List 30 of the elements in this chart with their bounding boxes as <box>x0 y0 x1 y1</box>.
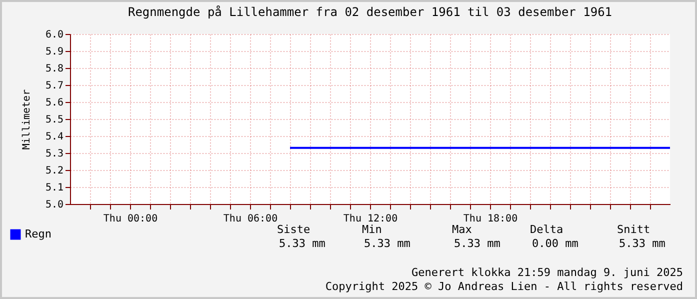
text: Delta <box>530 223 564 236</box>
text: 5.33 mm <box>454 237 500 250</box>
y-tick-label: 5.4 <box>45 132 64 142</box>
legend-label: Regn <box>25 228 52 240</box>
y-tick-label: 5.6 <box>45 98 64 108</box>
y-tick-label: 5.7 <box>45 80 64 92</box>
text: 5.33 mm <box>364 237 410 250</box>
x-tick-label: Thu 18:00 <box>463 214 518 224</box>
chart-title: Regnmengde på Lillehammer fra 02 desember 1961 til 03 desember 1961 <box>128 5 612 19</box>
text: Max <box>452 223 472 236</box>
y-tick-label: 5.1 <box>45 182 64 194</box>
text: Min <box>362 223 382 236</box>
text: Siste <box>277 223 310 236</box>
y-tick-label: 5.5 <box>45 114 64 126</box>
x-tick-label: Thu 00:00 <box>103 214 158 224</box>
text: Generert klokka 21:59 mandag 9. juni 2025 <box>411 266 683 279</box>
y-tick-label: 5.9 <box>45 46 64 58</box>
text: 5.33 mm <box>279 237 326 250</box>
y-axis-title: Millimeter <box>21 89 32 150</box>
y-tick-label: 5.2 <box>45 166 64 176</box>
y-tick-label: 6.0 <box>45 30 64 40</box>
y-tick-label: 5.8 <box>45 64 64 74</box>
y-tick-label: 5.0 <box>45 200 64 210</box>
x-tick-label: Thu 12:00 <box>343 214 398 224</box>
x-tick-label: Thu 06:00 <box>223 214 278 224</box>
text: Snitt <box>617 223 650 236</box>
y-tick-label: 5.3 <box>45 148 64 160</box>
text: Copyright 2025 © Jo Andreas Lien - All rights reserved <box>325 280 683 293</box>
text: 0.00 mm <box>532 237 578 250</box>
text: 5.33 mm <box>619 237 666 250</box>
